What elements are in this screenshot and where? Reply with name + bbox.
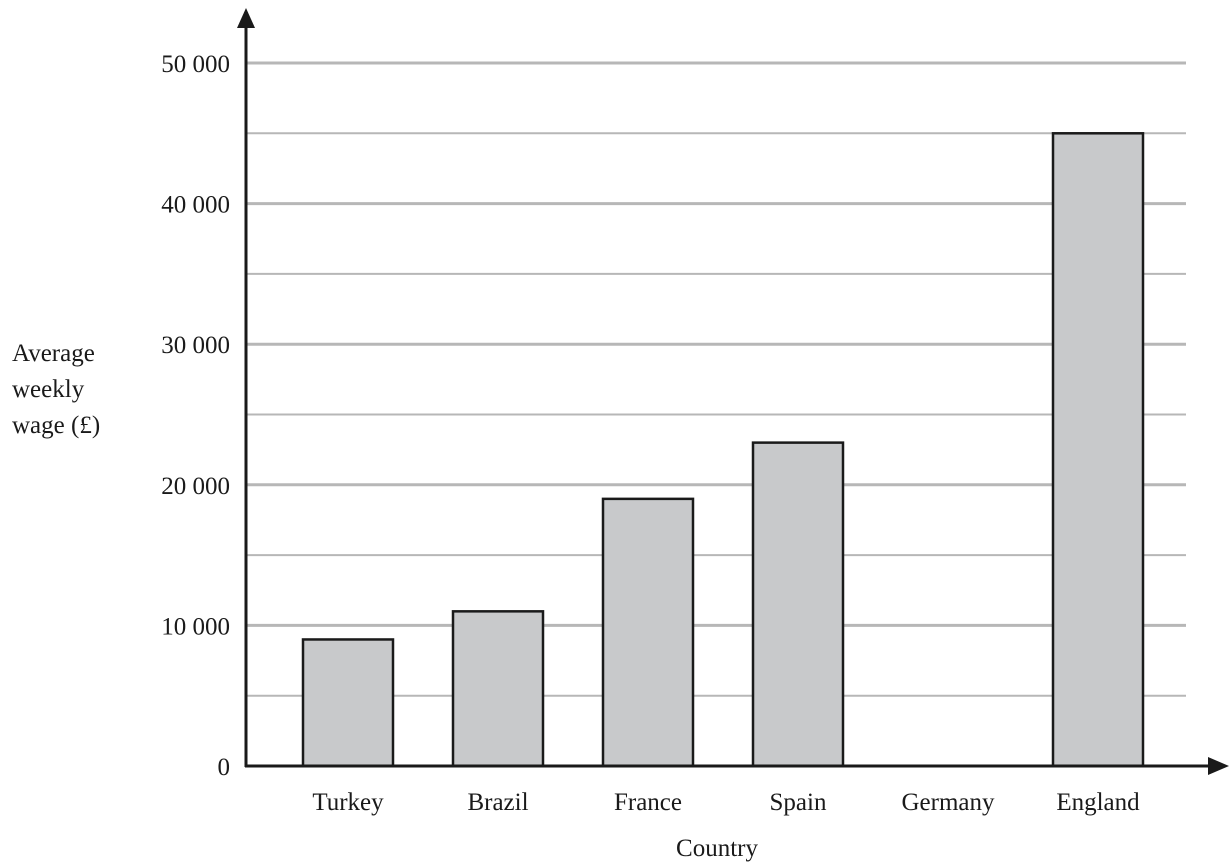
bar-brazil (451, 610, 545, 768)
y-tick-label: 50 000 (161, 51, 230, 78)
bars (301, 132, 1145, 768)
y-tick-label: 10 000 (161, 613, 230, 640)
x-category-label: Turkey (312, 789, 384, 816)
y-axis-arrowhead (237, 8, 255, 28)
x-category-labels: Turkey Brazil France Spain Germany England (312, 789, 1140, 816)
axes (237, 8, 1229, 775)
gridlines (246, 61, 1186, 697)
x-axis-arrowhead (1208, 757, 1229, 775)
y-tick-label: 40 000 (161, 192, 230, 219)
x-category-label: England (1056, 789, 1140, 816)
bar-turkey (301, 638, 395, 768)
x-category-label: Germany (901, 789, 995, 816)
y-axis-title-line: Average (12, 340, 95, 367)
bar-spain (751, 441, 845, 768)
y-tick-label: 20 000 (161, 473, 230, 500)
y-axis-title-line: weekly (12, 376, 85, 403)
x-category-label: Spain (770, 789, 827, 816)
y-axis-title-line: wage (£) (12, 412, 100, 439)
x-axis-title: Country (676, 835, 758, 862)
bar-france (601, 497, 695, 768)
y-tick-labels: 0 10 000 20 000 30 000 40 000 50 000 (161, 51, 230, 781)
bar-england (1051, 132, 1145, 768)
x-category-label: Brazil (467, 789, 528, 816)
x-category-label: France (614, 789, 682, 816)
y-axis-title: Average weekly wage (£) (12, 340, 100, 439)
y-tick-label: 0 (218, 754, 231, 781)
y-tick-label: 30 000 (161, 332, 230, 359)
